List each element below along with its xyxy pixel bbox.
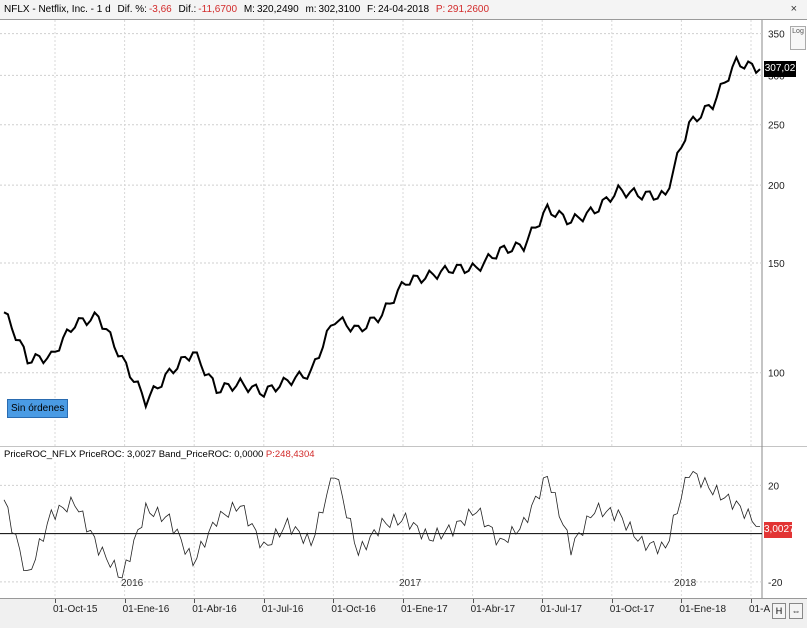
price-y-tick: 100 [768, 369, 785, 380]
dif-pct-value: -3,66 [148, 4, 172, 15]
x-axis-tick [681, 599, 683, 603]
roc-chart[interactable]: 20 -20 2016 2017 2018 [0, 446, 807, 598]
dif-pct-label: Dif. %: [117, 4, 147, 15]
x-axis-label: 01-Ene-16 [122, 604, 170, 615]
price-label: P: [435, 4, 446, 15]
x-axis: 01-Oct-15 01-Ene-16 01-Abr-16 01-Jul-16 01-O… [0, 598, 807, 628]
dif-value: -11,6700 [198, 4, 238, 15]
x-axis-tick [472, 599, 474, 603]
indicator-price-value: 248,4304 [274, 449, 315, 460]
last-price-badge: 307,02 [764, 61, 796, 78]
x-axis-label: 01-Abr-16 [192, 604, 237, 615]
indicator-header: PriceROC_NFLX PriceROC: 3,0027 Band_Pric… [0, 447, 764, 463]
x-axis-label: 01-Jul-16 [261, 604, 304, 615]
date-value: 24-04-2018 [377, 4, 430, 15]
price-y-tick: 350 [768, 30, 785, 41]
x-axis-tick [194, 599, 196, 603]
price-chart[interactable]: 350300250200150100 [0, 20, 807, 446]
scroll-icon[interactable]: H [772, 603, 786, 619]
x-axis-tick [403, 599, 404, 603]
chart-header: NFLX - Netflix, Inc. - 1 d Dif. %: -3,66 … [0, 0, 807, 20]
no-orders-badge[interactable]: Sin órdenes [7, 399, 69, 418]
max-label: M: [243, 4, 255, 15]
x-axis-tick [611, 599, 613, 603]
year-label: 2017 [399, 578, 422, 589]
date-label: F: [367, 4, 376, 15]
indicator-price-label: P: [265, 449, 275, 460]
price-y-tick: 250 [768, 121, 785, 132]
x-axis-tick [542, 599, 544, 603]
price-series-line [3, 54, 761, 410]
x-axis-tick [263, 599, 265, 603]
x-axis-tick [124, 599, 126, 603]
indicator-name: PriceROC_NFLX [4, 449, 77, 460]
x-axis-label: 01-A [749, 604, 771, 615]
year-label: 2016 [121, 578, 144, 589]
x-axis-tick [333, 599, 335, 603]
price-value: 291,2600 [447, 4, 490, 15]
roc-y-tick: 20 [768, 481, 780, 492]
x-axis-label: 01-Jul-17 [540, 604, 582, 615]
roc-series-line [3, 470, 760, 579]
x-axis-tick [751, 599, 752, 603]
roc-y-tick: -20 [768, 578, 783, 589]
x-axis-label: 01-Ene-18 [679, 604, 727, 615]
x-axis-label: 01-Ene-17 [401, 604, 448, 615]
x-axis-label: 01-Oct-17 [609, 604, 655, 615]
close-icon[interactable]: × [790, 3, 797, 15]
roc-value-badge: 3,0027 [764, 522, 795, 538]
pan-icon[interactable]: ⇔ [789, 603, 803, 619]
x-axis-label: 01-Abr-17 [470, 604, 516, 615]
min-label: m: [305, 4, 317, 15]
price-y-tick: 150 [768, 259, 785, 270]
symbol-label: NFLX - Netflix, Inc. - 1 d [4, 4, 111, 15]
max-value: 320,2490 [256, 4, 299, 15]
indicator-param2: Band_PriceROC: 0,0000 [158, 449, 264, 460]
log-scale-button[interactable]: Log [790, 26, 806, 50]
dif-label: Dif.: [178, 4, 197, 15]
x-axis-label: 01-Oct-15 [53, 604, 98, 615]
indicator-param1: PriceROC: 3,0027 [78, 449, 157, 460]
x-axis-tick [55, 599, 56, 603]
min-value: 302,3100 [318, 4, 361, 15]
price-y-tick: 200 [768, 181, 785, 192]
x-axis-label: 01-Oct-16 [331, 604, 376, 615]
year-label: 2018 [674, 578, 697, 589]
